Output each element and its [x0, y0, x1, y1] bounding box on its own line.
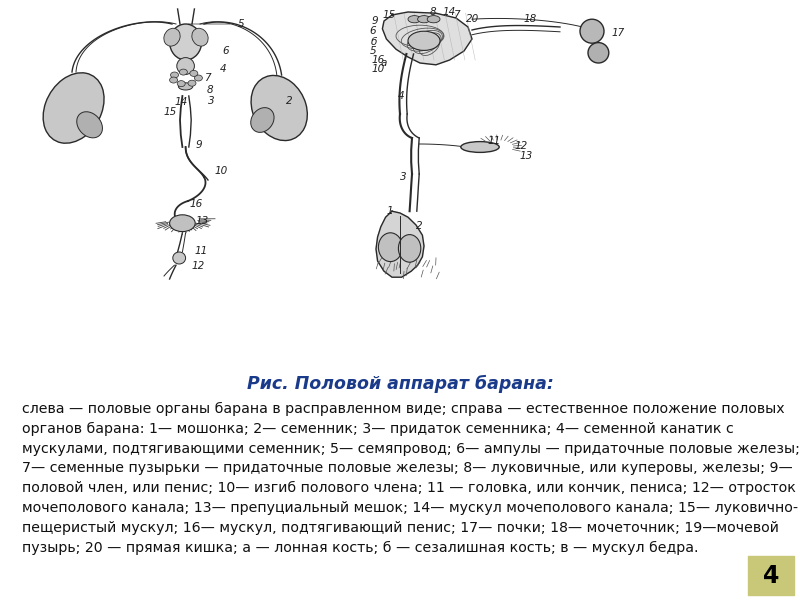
Polygon shape	[376, 211, 424, 277]
Ellipse shape	[427, 16, 440, 23]
Polygon shape	[382, 12, 472, 65]
Text: 3: 3	[400, 172, 406, 182]
Text: 10: 10	[214, 166, 228, 176]
Text: 18: 18	[523, 14, 537, 24]
Text: 5: 5	[238, 19, 244, 29]
Text: 4: 4	[220, 64, 226, 74]
Text: 4: 4	[763, 564, 779, 588]
Text: 2: 2	[286, 96, 293, 106]
Text: 16: 16	[190, 199, 203, 209]
Text: 11: 11	[488, 136, 502, 146]
Ellipse shape	[251, 76, 307, 140]
Text: 17: 17	[612, 28, 626, 38]
Text: 14: 14	[174, 97, 188, 107]
Text: 6: 6	[370, 26, 376, 36]
Text: 5: 5	[370, 46, 376, 56]
Text: 16: 16	[371, 55, 385, 65]
Ellipse shape	[378, 233, 402, 262]
Ellipse shape	[173, 252, 186, 264]
Ellipse shape	[188, 80, 196, 86]
Ellipse shape	[170, 77, 178, 83]
Ellipse shape	[179, 69, 187, 75]
Ellipse shape	[588, 43, 609, 63]
Ellipse shape	[190, 70, 198, 76]
Text: 2: 2	[416, 221, 422, 231]
Ellipse shape	[408, 16, 421, 23]
Ellipse shape	[178, 83, 193, 90]
Ellipse shape	[250, 107, 274, 133]
Text: 9: 9	[195, 140, 202, 150]
Text: 12: 12	[514, 141, 528, 151]
Text: 9: 9	[372, 16, 378, 26]
Text: a: a	[381, 58, 387, 68]
Text: 8: 8	[206, 85, 213, 95]
Text: 7: 7	[453, 10, 459, 20]
Ellipse shape	[418, 16, 430, 23]
Ellipse shape	[164, 28, 180, 46]
Text: 7: 7	[204, 73, 210, 83]
Text: 8: 8	[430, 7, 436, 17]
Text: слева — половые органы барана в расправленном виде; справа — естественное положе: слева — половые органы барана в расправл…	[22, 402, 800, 554]
Ellipse shape	[178, 80, 186, 86]
Ellipse shape	[77, 112, 102, 138]
Text: 14: 14	[442, 7, 456, 17]
Ellipse shape	[170, 215, 195, 232]
Ellipse shape	[580, 19, 604, 43]
Text: 11: 11	[194, 246, 208, 256]
Ellipse shape	[43, 73, 104, 143]
Text: б: б	[370, 37, 377, 47]
Text: 15: 15	[382, 10, 396, 20]
Text: Рис. Половой аппарат барана:: Рис. Половой аппарат барана:	[246, 375, 554, 393]
Text: 15: 15	[163, 107, 177, 117]
Ellipse shape	[194, 75, 202, 81]
Text: 3: 3	[208, 96, 214, 106]
Ellipse shape	[461, 142, 499, 152]
Bar	[748, 556, 794, 595]
Ellipse shape	[408, 31, 440, 50]
Text: 10: 10	[372, 64, 386, 74]
Text: 12: 12	[192, 262, 206, 271]
Text: 13: 13	[520, 151, 534, 161]
Text: 13: 13	[196, 216, 210, 226]
Text: 4: 4	[398, 91, 404, 101]
Text: 1: 1	[386, 206, 393, 216]
Ellipse shape	[170, 24, 202, 60]
Ellipse shape	[398, 235, 421, 262]
Ellipse shape	[192, 28, 208, 46]
Text: 6: 6	[222, 46, 229, 56]
Ellipse shape	[177, 58, 194, 74]
Text: 20: 20	[466, 14, 479, 24]
Ellipse shape	[170, 72, 178, 78]
